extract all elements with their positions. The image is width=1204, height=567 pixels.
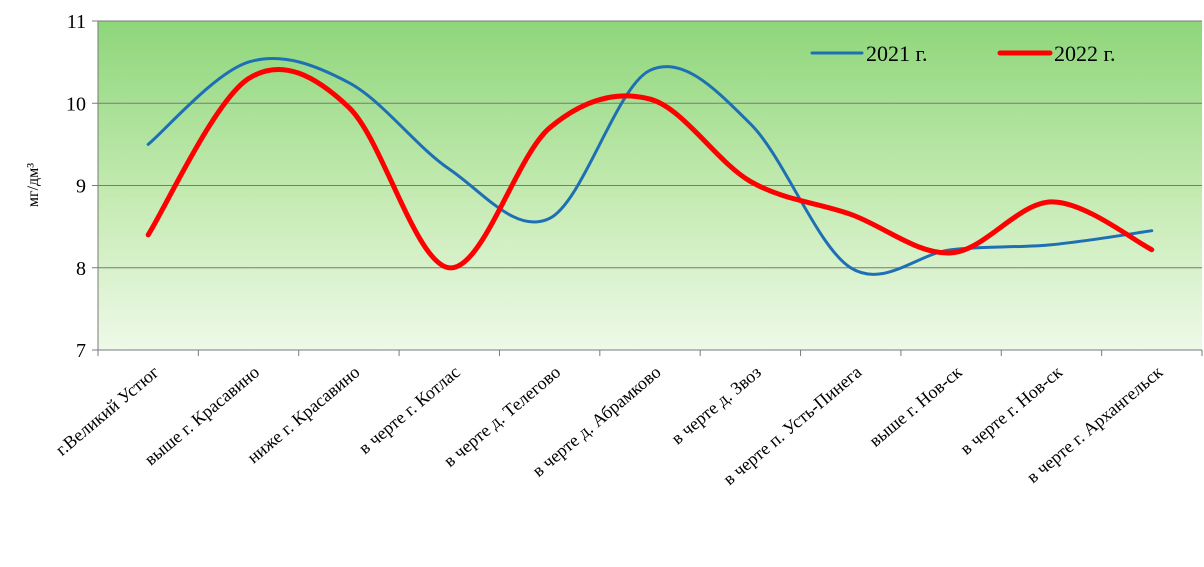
y-axis-ticks: 7 8 9 10 11 [66,11,86,362]
y-tick-label: 8 [76,258,86,280]
x-tick-label: выше г. Нов-ск [865,362,966,451]
y-tick-label: 10 [66,93,86,115]
legend: 2021 г. 2022 г. [810,41,1116,66]
gridlines [98,20,1202,269]
y-axis-title: мг/дм³ [25,163,42,207]
x-tick-label: в черте г. Котлас [355,362,464,458]
x-tick-label: в черте д. Звоз [667,362,765,449]
legend-label-2: 2022 г. [1054,41,1116,66]
y-tick-label: 7 [76,340,86,362]
x-tick-label: в черте г. Нов-ск [956,362,1066,459]
x-tick-label: г.Великий Устюг [52,362,163,460]
y-tick-label: 9 [76,176,86,198]
axes [92,20,1203,356]
series-lines [145,57,1155,276]
legend-label-1: 2021 г. [866,41,928,66]
series-line-2 [145,67,1155,271]
y-tick-label: 11 [67,11,86,33]
